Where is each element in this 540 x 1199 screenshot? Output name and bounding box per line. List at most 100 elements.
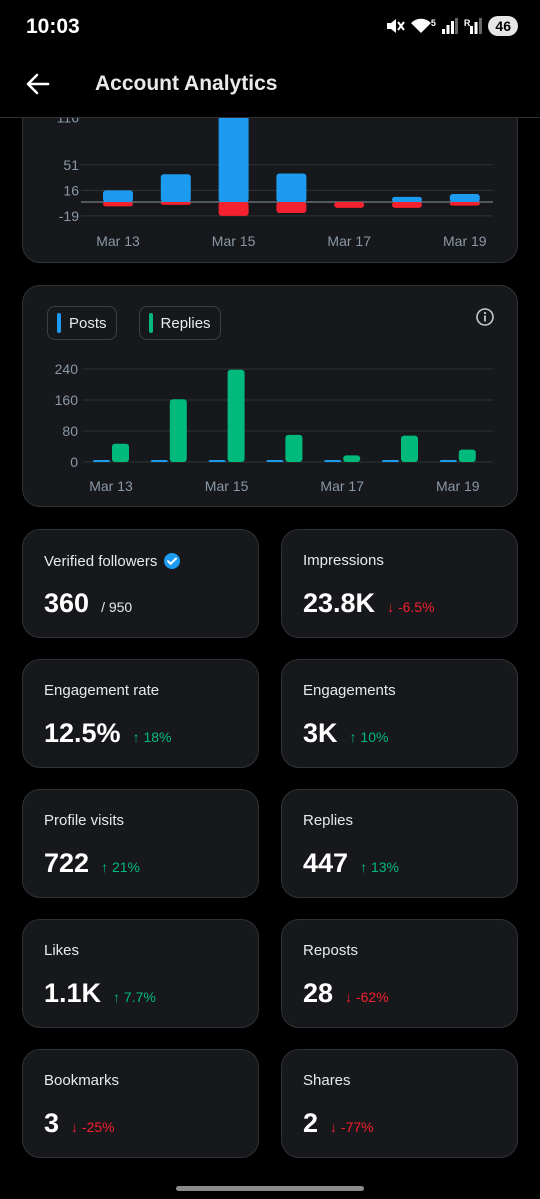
bar-replies [112,443,129,462]
metric-total: / 950 [101,599,133,615]
battery-indicator: 46 [488,16,518,36]
metric-label: Reposts [303,942,358,959]
metric-card-verified-followers[interactable]: Verified followers 360 / 950 [22,529,259,638]
metric-value-row: 722 ↑ 21% [44,848,140,879]
page-title-overlay: Account Analytics [95,72,278,95]
metric-value: 12.5% [44,718,121,748]
metric-label: Engagements [303,682,396,699]
bar-replies [227,369,245,462]
bar-positive [392,196,422,202]
chart-legend: Posts Replies [47,306,221,340]
bar-negative [276,202,307,213]
posts-replies-bar-chart: 240 160 80 0 Mar 13 Mar 15 Mar 17 Mar 19 [55,361,493,494]
legend-posts-swatch [57,313,61,333]
legend-posts-label: Posts [69,314,107,332]
metric-value: 3K [303,718,338,748]
metric-delta: ↓ -25% [71,1119,115,1135]
metric-value-row: 3 ↓ -25% [44,1108,115,1139]
y-tick-label: -19 [59,208,79,224]
metric-card-bookmarks[interactable]: Bookmarks 3 ↓ -25% [22,1049,259,1158]
metric-label-text: Impressions [303,552,384,569]
legend-replies[interactable]: Replies [138,306,221,340]
metric-label-text: Profile visits [44,812,125,829]
metric-label-text: Reposts [303,942,359,959]
info-icon[interactable] [475,307,495,327]
metric-delta: ↑ 10% [349,729,389,745]
metric-card-impressions[interactable]: Impressions 23.8K ↓ -6.5% [281,529,518,638]
y-tick-label: 240 [55,361,79,377]
metric-card-profile-visits[interactable]: Profile visits 722 ↑ 21% [22,789,259,898]
metric-value-row: 447 ↑ 13% [303,848,399,879]
verified-badge-icon [164,553,181,569]
posts-replies-chart-card: Posts Replies 240 160 80 0 Mar 13 Mar 15 Mar 1… [22,285,518,507]
mute-icon [386,19,405,33]
bar-posts [208,460,226,462]
status-bar: 10:03 5 R 46 [0,0,540,56]
status-time: 10:03 [26,15,80,38]
x-tick-label: Mar 15 [205,478,249,494]
bar-replies [169,399,187,462]
x-tick-label: Mar 17 [327,233,371,249]
metric-label-text: Likes [44,942,80,959]
bar-positive [160,174,191,202]
metric-value: 447 [303,848,349,878]
y-tick-label: 80 [62,423,78,439]
bar-posts [382,460,399,462]
metric-card-shares[interactable]: Shares 2 ↓ -77% [281,1049,518,1158]
metric-value-row: 23.8K ↓ -6.5% [303,588,435,619]
metric-label-text: Shares [303,1072,351,1089]
signal-roaming-icon: R [464,18,483,34]
bar-replies [343,455,361,462]
metric-label: Engagement rate [44,682,159,699]
bar-positive [276,173,307,202]
x-tick-label: Mar 13 [96,233,140,249]
metric-card-likes[interactable]: Likes 1.1K ↑ 7.7% [22,919,259,1028]
metric-label: Likes [44,942,79,959]
metric-card-engagement-rate[interactable]: Engagement rate 12.5% ↑ 18% [22,659,259,768]
metric-label-text: Engagements [303,682,396,699]
metric-value: 722 [44,848,90,878]
metric-label-text: Bookmarks [44,1072,120,1089]
metric-card-reposts[interactable]: Reposts 28 ↓ -62% [281,919,518,1028]
wifi-icon: 5 [410,18,436,34]
metric-value-row: 360 / 950 [44,588,132,619]
metric-delta: ↓ -77% [330,1119,374,1135]
bar-negative [392,202,422,208]
metric-delta: ↑ 21% [101,859,140,875]
metric-value: 23.8K [303,588,376,618]
bar-replies [285,434,303,462]
legend-replies-label: Replies [160,314,211,332]
metric-delta: ↓ -62% [345,989,389,1005]
metric-label: Profile visits [44,812,124,829]
legend-posts[interactable]: Posts [47,306,117,340]
metric-label: Bookmarks [44,1072,119,1089]
roaming-tag: R [463,18,471,28]
home-indicator[interactable] [176,1186,364,1191]
bar-negative [449,202,480,206]
header-mask [0,56,540,118]
wifi-tag: 5 [430,18,436,28]
bar-posts [439,460,457,462]
metric-delta: ↑ 18% [132,729,172,745]
y-tick-label: 51 [63,157,79,173]
bar-positive [218,115,249,202]
y-tick-label: 0 [70,454,78,470]
metric-card-replies[interactable]: Replies 447 ↑ 13% [281,789,518,898]
bar-negative [160,202,191,205]
arrow-left-icon [26,73,50,95]
metric-card-engagements[interactable]: Engagements 3K ↑ 10% [281,659,518,768]
x-tick-label: Mar 17 [320,478,364,494]
bar-posts [93,460,110,462]
metric-value: 1.1K [44,978,102,1008]
y-tick-label: 16 [63,182,79,198]
metric-value-row: 12.5% ↑ 18% [44,718,171,749]
metric-value-row: 3K ↑ 10% [303,718,388,749]
metric-label: Shares [303,1072,351,1089]
bar-posts [324,460,342,462]
metric-label-text: Replies [303,812,354,829]
metric-label-text: Verified followers [44,552,158,570]
metric-value: 360 [44,588,90,618]
back-button-overlay[interactable] [22,68,54,100]
